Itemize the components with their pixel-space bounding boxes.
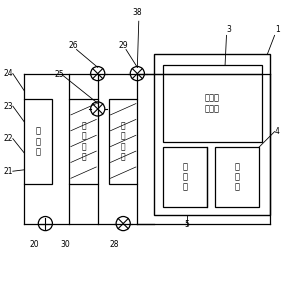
Text: 38: 38 <box>132 8 142 17</box>
Bar <box>69 99 98 184</box>
Bar <box>154 54 270 215</box>
Bar <box>24 99 52 184</box>
Text: 3: 3 <box>227 25 232 34</box>
Text: 散
热
器
一: 散 热 器 一 <box>121 121 126 162</box>
Text: 30: 30 <box>60 240 70 249</box>
Bar <box>109 99 137 184</box>
Text: 21: 21 <box>4 167 13 176</box>
Text: 20: 20 <box>29 240 39 249</box>
Text: 电
池
包: 电 池 包 <box>36 127 41 156</box>
Text: 发
动
机: 发 动 机 <box>182 162 187 192</box>
Text: 发动机
控制器: 发动机 控制器 <box>205 94 220 113</box>
Text: 24: 24 <box>4 69 13 78</box>
Text: 28: 28 <box>110 240 120 249</box>
Text: 25: 25 <box>55 70 64 80</box>
Text: 29: 29 <box>118 41 128 50</box>
Text: 4: 4 <box>275 127 280 136</box>
Text: 5: 5 <box>184 220 189 230</box>
Bar <box>163 147 207 207</box>
Bar <box>215 147 259 207</box>
Text: 22: 22 <box>4 134 13 143</box>
Text: 散
热
器
二: 散 热 器 二 <box>81 121 86 162</box>
Text: 23: 23 <box>4 102 13 111</box>
Text: 发
电
机: 发 电 机 <box>235 162 240 192</box>
Text: 26: 26 <box>69 41 78 50</box>
Bar <box>163 65 262 142</box>
Text: 1: 1 <box>275 25 280 34</box>
